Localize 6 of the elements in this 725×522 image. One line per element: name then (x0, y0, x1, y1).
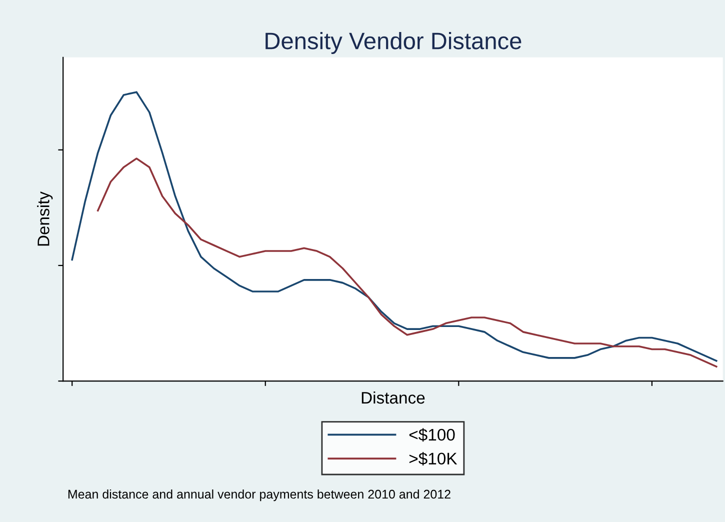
legend-label: >$10K (409, 452, 458, 466)
text: Mean distance and annual vendor payments between 2010 and 2012 (68, 489, 450, 502)
y-axis-title: Density (37, 191, 53, 246)
legend-label: <$100 (409, 428, 455, 442)
chart-title: Density Vendor Distance (266, 32, 522, 54)
x-axis-title: Distance (362, 391, 425, 404)
